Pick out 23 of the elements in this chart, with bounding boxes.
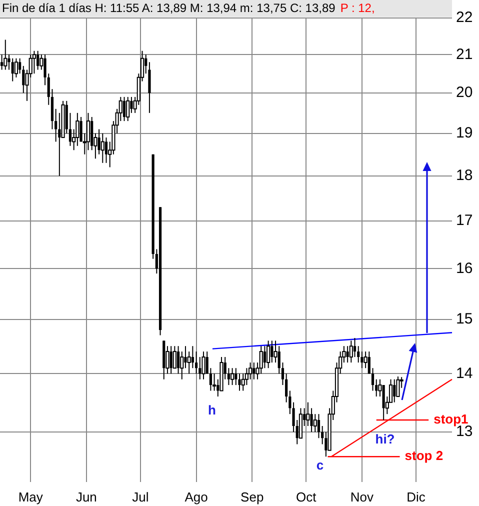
chart-subtitle: P : 12, xyxy=(340,1,375,15)
x-tick-label: Jul xyxy=(132,489,149,504)
y-tick-label: 17 xyxy=(456,212,473,230)
y-tick-label: 22 xyxy=(456,9,473,26)
x-tick-label: Nov xyxy=(350,489,374,504)
y-tick-label: 19 xyxy=(456,124,473,142)
annotation: hi? xyxy=(375,432,395,447)
x-tick-label: May xyxy=(18,489,44,504)
y-tick-label: 18 xyxy=(456,167,473,184)
annotation: h xyxy=(208,402,216,418)
y-tick-label: 14 xyxy=(456,364,473,382)
x-tick-label: Dic xyxy=(406,489,426,504)
x-tick-label: Oct xyxy=(296,489,317,504)
y-tick-label: 21 xyxy=(456,46,473,63)
y-tick-label: 15 xyxy=(456,310,473,328)
chart-title: Fin de día 1 días H: 11:55 A: 13,89 M: 13,94 m: 13,75 C: 13,89 xyxy=(2,1,336,15)
x-tick-label: Ago xyxy=(184,489,208,504)
y-tick-label: 16 xyxy=(456,260,473,277)
y-tick-label: 20 xyxy=(456,84,473,102)
x-tick-label: Sep xyxy=(240,489,264,504)
series-label: stop 2 xyxy=(404,448,444,464)
annotation: c xyxy=(316,458,324,473)
x-tick-label: Jun xyxy=(76,489,97,504)
